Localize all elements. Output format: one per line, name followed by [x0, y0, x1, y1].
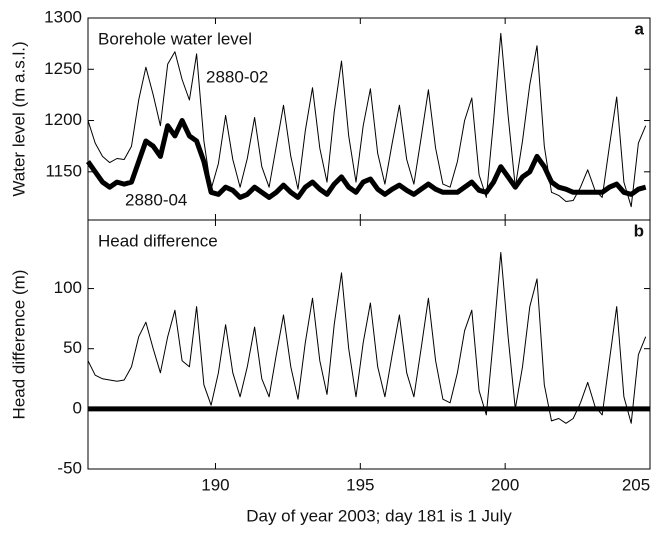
panel-title: Head difference: [98, 231, 218, 250]
y-axis-label: Water level (m a.s.l.): [9, 41, 28, 196]
data-line: [87, 252, 647, 424]
x-tick-label: 195: [346, 475, 374, 494]
data-line: [85, 118, 647, 200]
series-label: 2880-04: [125, 190, 187, 209]
y-tick-label: 1300: [44, 7, 82, 26]
y-tick-label: 100: [54, 278, 82, 297]
x-axis-label: Day of year 2003; day 181 is 1 July: [246, 506, 512, 525]
panel-label: b: [634, 221, 644, 240]
data-line: [87, 32, 647, 208]
panel-title: Borehole water level: [98, 29, 252, 48]
x-tick-label: 200: [491, 475, 519, 494]
series-label: 2880-02: [206, 67, 268, 86]
y-tick-label: 1250: [44, 59, 82, 78]
x-tick-label: 205: [622, 475, 650, 494]
y-tick-label: 0: [73, 398, 82, 417]
y-tick-label: 50: [63, 338, 82, 357]
x-tick-label: 190: [201, 475, 229, 494]
panel-label: a: [635, 19, 645, 38]
y-tick-label: -50: [57, 458, 82, 477]
y-tick-label: 1200: [44, 110, 82, 129]
y-tick-label: 1150: [45, 161, 82, 180]
y-axis-label: Head difference (m): [9, 270, 28, 420]
plot-frame: [87, 219, 651, 470]
